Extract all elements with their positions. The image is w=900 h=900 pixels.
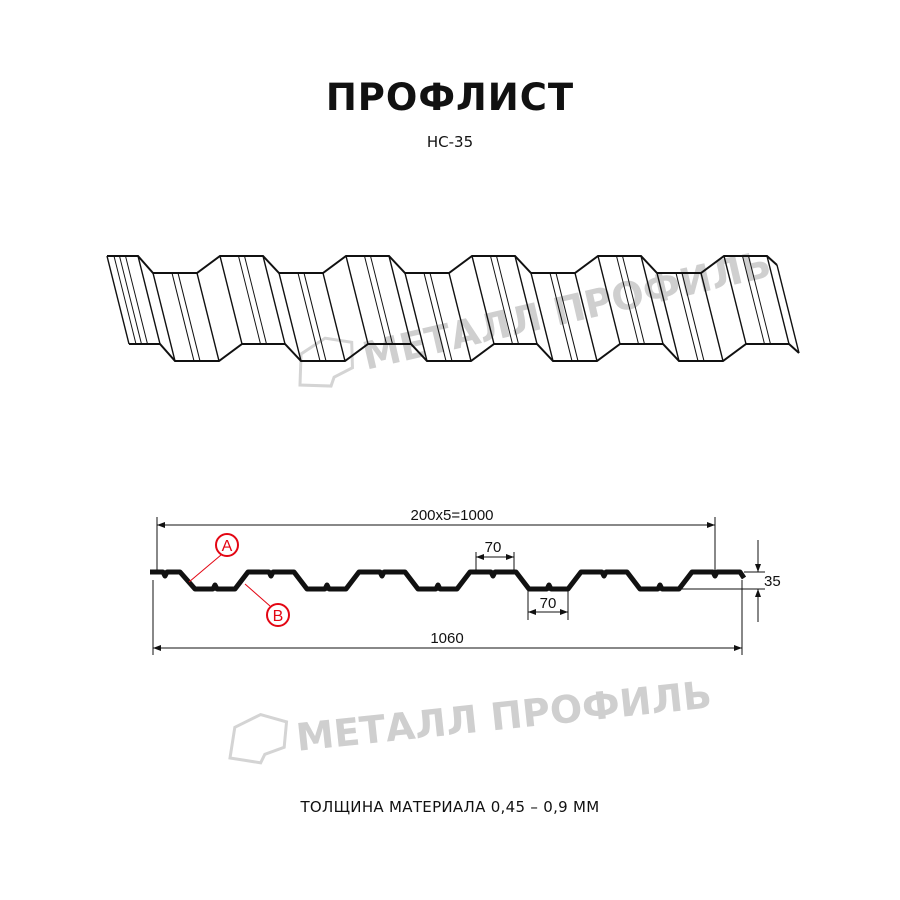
sheet-fold-line xyxy=(640,255,664,345)
sheet-rib-line xyxy=(555,272,579,362)
dim-arrow xyxy=(506,554,514,560)
dim-arrow xyxy=(157,522,165,528)
callout-b-label: B xyxy=(273,608,284,625)
callout-b: B xyxy=(244,583,290,627)
callout-b-circle xyxy=(266,603,290,627)
dim-top-flat: 70 xyxy=(485,539,502,556)
sheet-rib-line xyxy=(490,255,513,345)
sheet-rib-line xyxy=(748,255,771,345)
sheet-fold-line xyxy=(700,272,724,362)
dim-arrow xyxy=(755,589,761,597)
dim-arrow xyxy=(153,645,161,651)
watermark-text: МЕТАЛЛ ПРОФИЛЬ xyxy=(294,672,714,759)
sheet-rib-line xyxy=(742,255,765,345)
sheet-fold-line xyxy=(322,272,346,362)
sheet-fold-line xyxy=(723,255,747,345)
dim-total-width: 1060 xyxy=(430,630,463,647)
sheet-rib-line xyxy=(549,272,573,362)
callout-b-leader xyxy=(244,583,271,607)
model-label: НС-35 xyxy=(426,133,474,151)
dim-arrow xyxy=(476,554,484,560)
sheet-fold-line xyxy=(656,272,680,362)
sheet-rib-line xyxy=(675,272,699,362)
sheet-rib-line xyxy=(364,255,387,345)
sheet-fold-line xyxy=(776,264,800,354)
sheet-rib-line xyxy=(177,272,201,362)
sheet-rib-line xyxy=(622,255,645,345)
sheet-fold-line xyxy=(514,255,538,345)
sheet-rib-line xyxy=(496,255,519,345)
sheet-rib-line xyxy=(171,272,195,362)
sheet-rib-line xyxy=(681,272,705,362)
sheet-fold-line xyxy=(388,255,412,345)
sheet-rib-line xyxy=(370,255,393,345)
sheet-rib-line xyxy=(125,255,148,345)
sheet-fold-line xyxy=(152,272,176,362)
sheet-fold-line xyxy=(530,272,554,362)
watermark-bottom: МЕТАЛЛ ПРОФИЛЬ xyxy=(228,672,714,765)
sheet-rib-line xyxy=(429,272,453,362)
sheet-fold-line xyxy=(404,272,428,362)
sheet-rib-line xyxy=(119,255,142,345)
sheet-rib-line xyxy=(113,255,137,345)
dim-bottom-flat: 70 xyxy=(540,595,557,612)
dim-arrow xyxy=(707,522,715,528)
dim-arrow xyxy=(560,609,568,615)
sheet-fold-line xyxy=(106,255,130,345)
dim-arrow xyxy=(755,564,761,572)
watermark-top: МЕТАЛЛ ПРОФИЛЬ xyxy=(298,242,775,388)
sheet-fold-line xyxy=(196,272,220,362)
sheet-fold-line xyxy=(597,255,621,345)
dim-useful-width: 200x5=1000 xyxy=(411,507,494,524)
sheet-rib-line xyxy=(297,272,321,362)
thickness-note: ТОЛЩИНА МАТЕРИАЛА 0,45 – 0,9 ММ xyxy=(300,798,600,816)
sheet-fold-line xyxy=(766,255,790,345)
sheet-rib-line xyxy=(616,255,639,345)
sheet-fold-line xyxy=(471,255,495,345)
callout-a-circle xyxy=(215,533,239,557)
sheet-fold-line xyxy=(574,272,598,362)
dim-arrow xyxy=(528,609,536,615)
sheet-rib-line xyxy=(423,272,447,362)
sheet-fold-line xyxy=(137,255,161,345)
sheet-rib-line xyxy=(244,255,267,345)
sheet-fold-line xyxy=(278,272,302,362)
watermark-logo-icon xyxy=(298,336,354,388)
sheet-fold-line xyxy=(448,272,472,362)
page-title: ПРОФЛИСТ xyxy=(325,76,575,119)
cross-section-view xyxy=(150,517,765,655)
sheet-rib-line xyxy=(303,272,327,362)
isometric-sheet-view xyxy=(106,255,800,362)
callout-a-label: A xyxy=(222,538,233,555)
dim-arrow xyxy=(734,645,742,651)
sheet-fold-line xyxy=(219,255,243,345)
sheet-fold-line xyxy=(262,255,286,345)
dim-height: 35 xyxy=(764,573,781,590)
callout-a: A xyxy=(188,533,239,583)
sheet-rib-line xyxy=(238,255,261,345)
profile-section-line xyxy=(150,569,747,592)
watermark-logo-icon xyxy=(228,712,289,765)
callout-a-leader xyxy=(188,554,222,583)
sheet-fold-line xyxy=(345,255,369,345)
watermark-text: МЕТАЛЛ ПРОФИЛЬ xyxy=(358,242,775,379)
